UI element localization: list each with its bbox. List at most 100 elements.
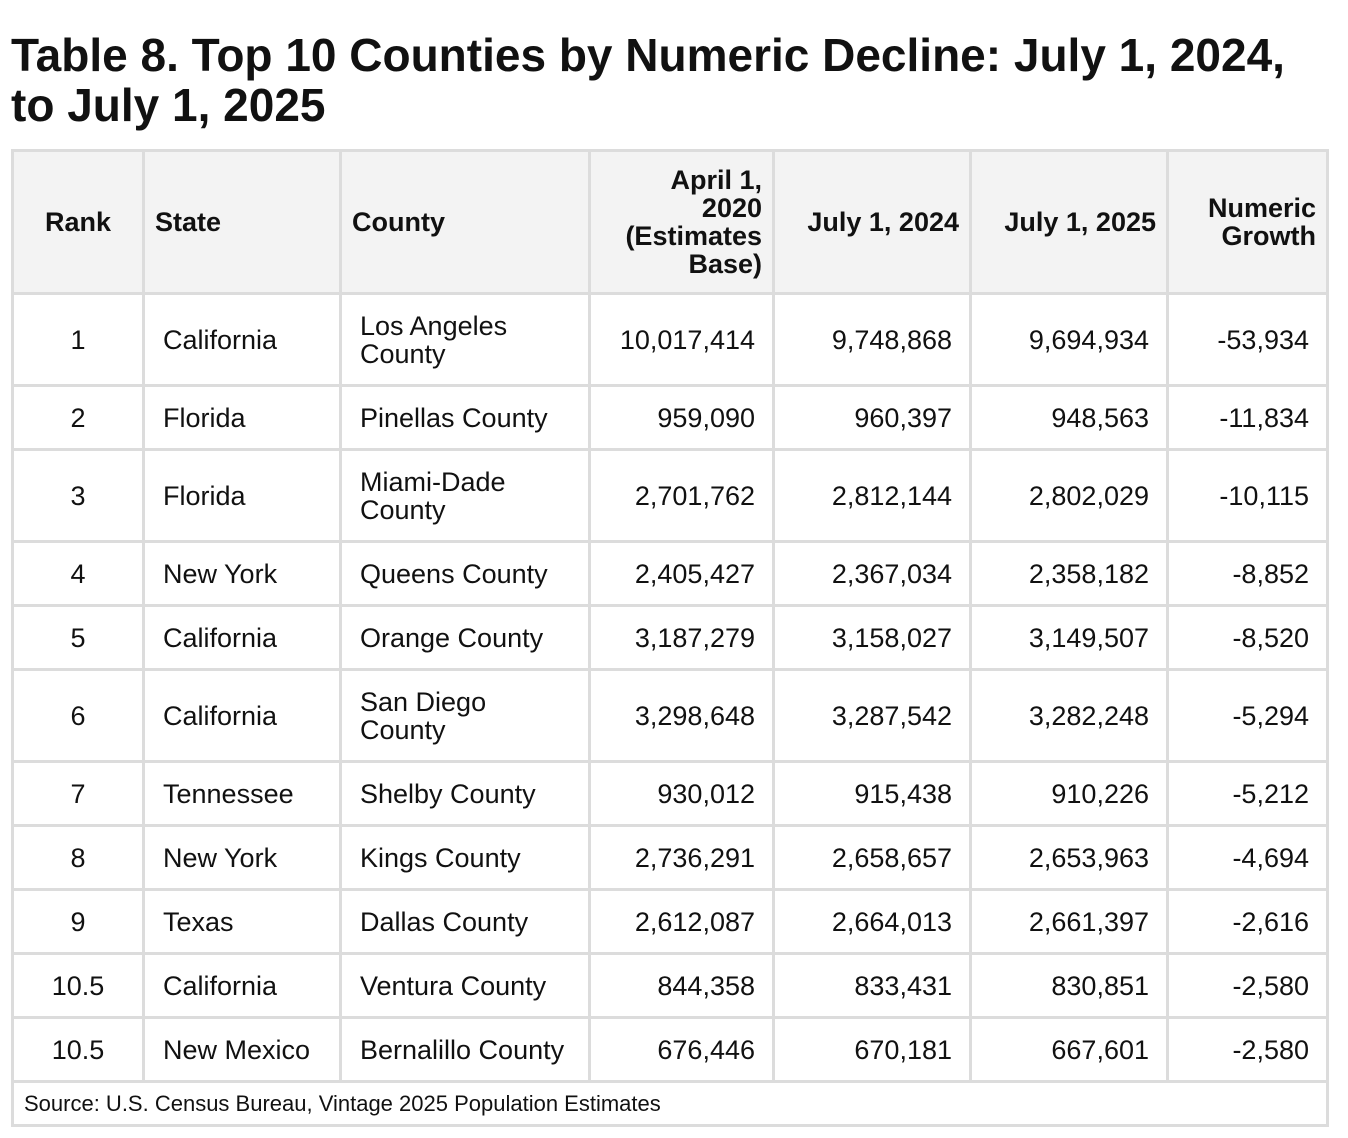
column-header-rank: Rank [11, 149, 145, 295]
cell-rank: 4 [11, 540, 145, 607]
table-row: 4 New York Queens County 2,405,427 2,367… [11, 540, 1329, 607]
cell-county: Dallas County [339, 888, 591, 955]
cell-estimates-base: 844,358 [588, 952, 775, 1019]
cell-county: Los Angeles County [339, 292, 591, 387]
cell-july-2025: 830,851 [969, 952, 1169, 1019]
column-header-numeric-growth: Numeric Growth [1166, 149, 1329, 295]
column-header-state: State [142, 149, 342, 295]
table-row: 6 California San Diego County 3,298,648 … [11, 668, 1329, 763]
cell-county: Miami-Dade County [339, 448, 591, 543]
cell-july-2025: 667,601 [969, 1016, 1169, 1083]
cell-july-2025: 3,149,507 [969, 604, 1169, 671]
cell-state: California [142, 292, 342, 387]
table-row: 10.5 California Ventura County 844,358 8… [11, 952, 1329, 1019]
cell-july-2025: 3,282,248 [969, 668, 1169, 763]
cell-state: Tennessee [142, 760, 342, 827]
table-row: 5 California Orange County 3,187,279 3,1… [11, 604, 1329, 671]
table-row: 9 Texas Dallas County 2,612,087 2,664,01… [11, 888, 1329, 955]
cell-july-2025: 2,358,182 [969, 540, 1169, 607]
cell-july-2024: 2,812,144 [772, 448, 972, 543]
cell-july-2024: 915,438 [772, 760, 972, 827]
cell-july-2024: 3,158,027 [772, 604, 972, 671]
table-row: 2 Florida Pinellas County 959,090 960,39… [11, 384, 1329, 451]
cell-county: Ventura County [339, 952, 591, 1019]
table-title: Table 8. Top 10 Counties by Numeric Decl… [11, 29, 1285, 131]
cell-numeric-growth: -2,616 [1166, 888, 1329, 955]
cell-state: New York [142, 824, 342, 891]
cell-state: Florida [142, 384, 342, 451]
population-table: Rank State County April 1, 2020 (Estimat… [11, 149, 1329, 1127]
source-row: Source: U.S. Census Bureau, Vintage 2025… [11, 1080, 1329, 1127]
cell-estimates-base: 2,405,427 [588, 540, 775, 607]
cell-numeric-growth: -2,580 [1166, 952, 1329, 1019]
column-header-july-2024: July 1, 2024 [772, 149, 972, 295]
cell-county: San Diego County [339, 668, 591, 763]
cell-rank: 10.5 [11, 1016, 145, 1083]
cell-state: California [142, 668, 342, 763]
cell-july-2025: 910,226 [969, 760, 1169, 827]
table-row: 7 Tennessee Shelby County 930,012 915,43… [11, 760, 1329, 827]
cell-estimates-base: 2,612,087 [588, 888, 775, 955]
cell-rank: 7 [11, 760, 145, 827]
cell-july-2024: 2,367,034 [772, 540, 972, 607]
cell-county: Orange County [339, 604, 591, 671]
cell-july-2024: 833,431 [772, 952, 972, 1019]
cell-july-2025: 9,694,934 [969, 292, 1169, 387]
cell-rank: 10.5 [11, 952, 145, 1019]
cell-county: Pinellas County [339, 384, 591, 451]
cell-county: Shelby County [339, 760, 591, 827]
cell-estimates-base: 930,012 [588, 760, 775, 827]
cell-numeric-growth: -11,834 [1166, 384, 1329, 451]
cell-july-2024: 2,658,657 [772, 824, 972, 891]
cell-estimates-base: 959,090 [588, 384, 775, 451]
cell-estimates-base: 3,298,648 [588, 668, 775, 763]
cell-rank: 8 [11, 824, 145, 891]
cell-estimates-base: 10,017,414 [588, 292, 775, 387]
cell-july-2025: 948,563 [969, 384, 1169, 451]
cell-estimates-base: 2,736,291 [588, 824, 775, 891]
table-row: 3 Florida Miami-Dade County 2,701,762 2,… [11, 448, 1329, 543]
cell-state: California [142, 604, 342, 671]
cell-state: Texas [142, 888, 342, 955]
cell-numeric-growth: -10,115 [1166, 448, 1329, 543]
header-row: Rank State County April 1, 2020 (Estimat… [11, 149, 1329, 295]
column-header-estimates-base: April 1, 2020 (Estimates Base) [588, 149, 775, 295]
cell-july-2024: 960,397 [772, 384, 972, 451]
table-body: 1 California Los Angeles County 10,017,4… [11, 292, 1329, 1127]
cell-july-2024: 3,287,542 [772, 668, 972, 763]
cell-estimates-base: 3,187,279 [588, 604, 775, 671]
cell-numeric-growth: -5,294 [1166, 668, 1329, 763]
source-note: Source: U.S. Census Bureau, Vintage 2025… [11, 1080, 1329, 1127]
column-header-county: County [339, 149, 591, 295]
cell-numeric-growth: -53,934 [1166, 292, 1329, 387]
cell-rank: 5 [11, 604, 145, 671]
cell-numeric-growth: -2,580 [1166, 1016, 1329, 1083]
cell-rank: 1 [11, 292, 145, 387]
cell-county: Bernalillo County [339, 1016, 591, 1083]
cell-state: New Mexico [142, 1016, 342, 1083]
cell-state: Florida [142, 448, 342, 543]
column-header-july-2025: July 1, 2025 [969, 149, 1169, 295]
cell-rank: 9 [11, 888, 145, 955]
cell-estimates-base: 676,446 [588, 1016, 775, 1083]
cell-numeric-growth: -5,212 [1166, 760, 1329, 827]
cell-rank: 6 [11, 668, 145, 763]
cell-july-2025: 2,802,029 [969, 448, 1169, 543]
cell-july-2025: 2,661,397 [969, 888, 1169, 955]
cell-july-2024: 670,181 [772, 1016, 972, 1083]
table-row: 1 California Los Angeles County 10,017,4… [11, 292, 1329, 387]
population-table-container: Rank State County April 1, 2020 (Estimat… [11, 149, 1329, 1127]
cell-numeric-growth: -8,520 [1166, 604, 1329, 671]
cell-july-2024: 9,748,868 [772, 292, 972, 387]
cell-july-2024: 2,664,013 [772, 888, 972, 955]
cell-state: California [142, 952, 342, 1019]
cell-numeric-growth: -8,852 [1166, 540, 1329, 607]
cell-county: Queens County [339, 540, 591, 607]
cell-estimates-base: 2,701,762 [588, 448, 775, 543]
cell-state: New York [142, 540, 342, 607]
cell-county: Kings County [339, 824, 591, 891]
table-row: 10.5 New Mexico Bernalillo County 676,44… [11, 1016, 1329, 1083]
cell-july-2025: 2,653,963 [969, 824, 1169, 891]
table-row: 8 New York Kings County 2,736,291 2,658,… [11, 824, 1329, 891]
cell-rank: 2 [11, 384, 145, 451]
